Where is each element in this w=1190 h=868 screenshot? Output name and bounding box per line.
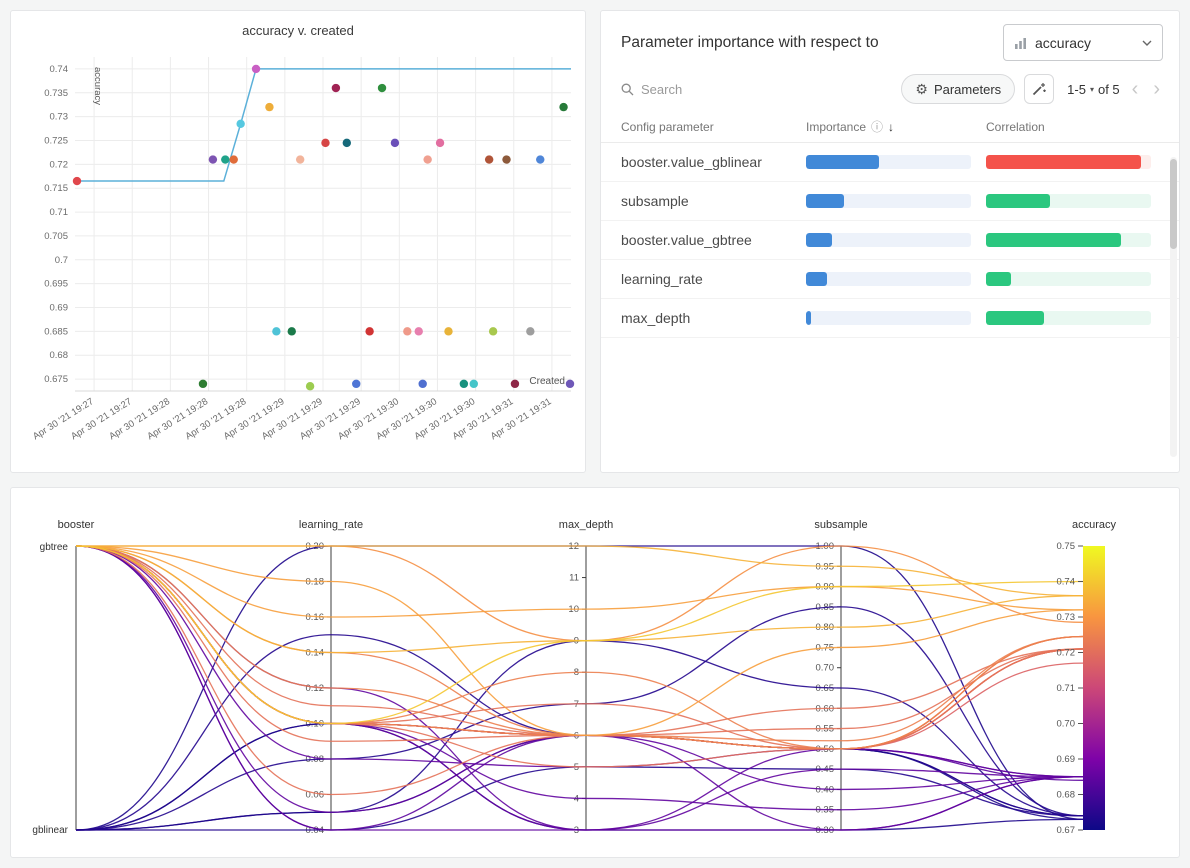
prev-page-button[interactable]: ‹ xyxy=(1131,78,1139,100)
pagination-total: of 5 xyxy=(1097,81,1120,97)
svg-text:0.75: 0.75 xyxy=(1057,541,1076,552)
parameters-button-label: Parameters xyxy=(933,81,1002,97)
importance-bar xyxy=(806,272,971,286)
correlation-bar xyxy=(986,311,1151,325)
svg-text:0.705: 0.705 xyxy=(44,231,68,242)
scatter-chart-title: accuracy v. created xyxy=(242,23,354,38)
parameter-name: max_depth xyxy=(621,310,691,326)
svg-text:Created: Created xyxy=(529,376,565,387)
svg-text:0.14: 0.14 xyxy=(306,648,325,659)
svg-text:0.73: 0.73 xyxy=(1057,612,1076,623)
correlation-bar xyxy=(986,272,1151,286)
chevron-down-icon xyxy=(1142,40,1152,46)
parameter-row[interactable]: max_depth xyxy=(601,299,1179,338)
sort-descending-icon[interactable]: ↓ xyxy=(888,119,895,134)
search-box[interactable] xyxy=(621,81,771,97)
svg-text:11: 11 xyxy=(569,573,579,584)
svg-text:learning_rate: learning_rate xyxy=(299,519,363,531)
importance-bar xyxy=(806,311,971,325)
column-importance: Importance xyxy=(806,119,867,134)
parameter-name: booster.value_gbtree xyxy=(621,232,752,248)
importance-panel-title: Parameter importance with respect to xyxy=(621,33,879,51)
svg-text:0.735: 0.735 xyxy=(44,88,68,99)
correlation-bar xyxy=(986,194,1151,208)
svg-text:0.72: 0.72 xyxy=(1057,648,1076,659)
metric-select[interactable]: accuracy xyxy=(1003,24,1163,61)
svg-text:0.70: 0.70 xyxy=(816,663,835,674)
importance-bar xyxy=(806,233,971,247)
svg-text:0.685: 0.685 xyxy=(44,326,68,337)
svg-text:0.69: 0.69 xyxy=(50,303,69,314)
svg-text:0.7: 0.7 xyxy=(55,255,68,266)
metric-select-value: accuracy xyxy=(1035,34,1092,51)
parameter-table-body: booster.value_gblinear subsample booster.v… xyxy=(601,143,1179,338)
svg-text:0.65: 0.65 xyxy=(816,683,835,694)
gear-icon: ⚙ xyxy=(915,81,928,97)
svg-text:0.71: 0.71 xyxy=(1057,683,1076,694)
scrollbar[interactable] xyxy=(1170,157,1177,457)
correlation-bar xyxy=(986,155,1151,169)
svg-text:0.74: 0.74 xyxy=(1057,577,1076,588)
table-header: Config parameter Importance ⓘ ↓ Correlat… xyxy=(601,111,1179,143)
svg-text:0.725: 0.725 xyxy=(44,136,68,147)
svg-text:0.12: 0.12 xyxy=(306,683,325,694)
magic-wand-button[interactable] xyxy=(1024,74,1055,104)
svg-text:gblinear: gblinear xyxy=(32,825,68,836)
svg-text:0.68: 0.68 xyxy=(1057,790,1076,801)
importance-bar xyxy=(806,194,971,208)
parameter-row[interactable]: learning_rate xyxy=(601,260,1179,299)
search-input[interactable] xyxy=(641,81,771,97)
parameter-importance-panel: Parameter importance with respect to acc… xyxy=(600,10,1180,473)
pagination-range: 1-5 xyxy=(1067,81,1086,97)
column-config-parameter: Config parameter xyxy=(621,119,714,134)
svg-text:0.16: 0.16 xyxy=(306,612,325,623)
svg-text:max_depth: max_depth xyxy=(559,519,613,531)
next-page-button[interactable]: › xyxy=(1153,78,1160,100)
accuracy-vs-created-panel: accuracy v. created 0.675 0.68 0.685 0.69 0.… xyxy=(10,10,586,473)
svg-text:0.70: 0.70 xyxy=(1057,719,1076,730)
scatter-plot[interactable]: 0.675 0.68 0.685 0.69 0.695 0.7 0.705 0.71 0.715… xyxy=(15,39,583,463)
bar-chart-icon xyxy=(1015,38,1026,49)
parallel-coordinates-panel: booster gbtree gblinear learning_rate 0.20 0.… xyxy=(10,487,1180,858)
svg-text:0.69: 0.69 xyxy=(1057,754,1076,765)
info-icon: ⓘ xyxy=(871,120,884,134)
correlation-bar xyxy=(986,233,1151,247)
svg-text:4: 4 xyxy=(574,793,579,804)
parameter-row[interactable]: booster.value_gblinear xyxy=(601,143,1179,182)
svg-text:0.675: 0.675 xyxy=(44,374,68,385)
svg-text:0.71: 0.71 xyxy=(50,207,69,218)
svg-text:0.715: 0.715 xyxy=(44,183,68,194)
svg-text:0.72: 0.72 xyxy=(50,159,69,170)
magic-wand-icon xyxy=(1033,83,1046,96)
svg-text:0.18: 0.18 xyxy=(306,577,325,588)
parameter-row[interactable]: subsample xyxy=(601,182,1179,221)
parameter-name: booster.value_gblinear xyxy=(621,154,762,170)
parameters-button[interactable]: ⚙ Parameters xyxy=(901,74,1016,104)
svg-text:gbtree: gbtree xyxy=(40,542,69,553)
parameter-row[interactable]: booster.value_gbtree xyxy=(601,221,1179,260)
svg-text:0.73: 0.73 xyxy=(50,112,69,123)
svg-text:0.74: 0.74 xyxy=(50,64,69,75)
svg-text:accuracy: accuracy xyxy=(1072,519,1117,531)
parameter-name: learning_rate xyxy=(621,271,703,287)
svg-text:0.695: 0.695 xyxy=(44,279,68,290)
caret-down-icon: ▾ xyxy=(1089,84,1094,94)
parameter-name: subsample xyxy=(621,193,689,209)
parallel-coordinates-plot[interactable]: boostergbtreegblinearlearning_rate0.200.… xyxy=(11,488,1179,857)
scrollbar-thumb[interactable] xyxy=(1170,159,1177,249)
search-icon xyxy=(621,83,634,95)
svg-text:0.06: 0.06 xyxy=(306,790,325,801)
svg-text:booster: booster xyxy=(58,519,95,531)
svg-text:0.40: 0.40 xyxy=(816,784,835,795)
svg-text:0.68: 0.68 xyxy=(50,350,69,361)
svg-text:0.67: 0.67 xyxy=(1057,825,1076,836)
column-correlation: Correlation xyxy=(986,119,1045,134)
svg-text:accuracy: accuracy xyxy=(92,67,103,105)
pagination[interactable]: 1-5 ▾ of 5 xyxy=(1067,82,1120,97)
svg-text:subsample: subsample xyxy=(814,519,867,531)
importance-bar xyxy=(806,155,971,169)
